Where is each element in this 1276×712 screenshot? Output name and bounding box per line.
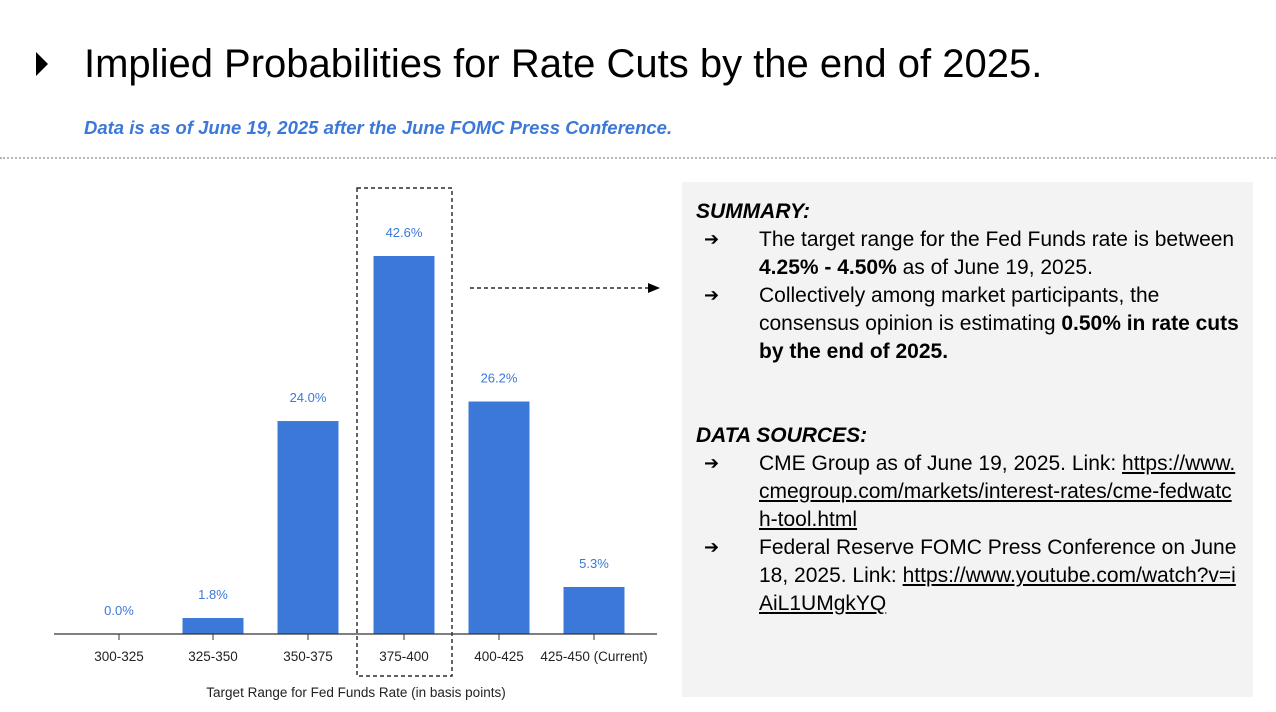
data-sources-heading: DATA SOURCES: <box>696 424 868 447</box>
arrow-right-icon: ➔ <box>704 229 720 250</box>
x-tick-label: 350-375 <box>283 649 333 664</box>
bar <box>182 618 244 634</box>
bar-data-label: 42.6% <box>386 225 423 240</box>
page-subtitle: Data is as of June 19, 2025 after the Ju… <box>84 117 673 138</box>
cme-fedwatch-link[interactable]: https://www.cmegroup.com/markets/interes… <box>759 452 1236 531</box>
bar-data-label: 5.3% <box>579 556 609 571</box>
fomc-youtube-link[interactable]: https://www.youtube.com/watch?v=iAiL1UMg… <box>759 564 1236 615</box>
x-tick-label: 325-350 <box>188 649 238 664</box>
triangle-right-icon <box>36 52 48 76</box>
bar-data-label: 26.2% <box>481 371 518 386</box>
arrow-right-icon: ➔ <box>704 285 720 306</box>
summary-item-consensus: Collectively among market participants, … <box>759 284 1239 363</box>
summary-panel: SUMMARY: ➔ The target range for the Fed … <box>682 182 1253 697</box>
x-axis-title: Target Range for Fed Funds Rate (in basi… <box>206 685 505 700</box>
arrow-right-icon: ➔ <box>704 453 720 474</box>
sources-list: ➔ CME Group as of June 19, 2025. Link: h… <box>696 450 1241 618</box>
arrow-right-icon: ➔ <box>704 537 720 558</box>
list-item: ➔ Federal Reserve FOMC Press Conference … <box>696 534 1241 618</box>
bar-data-label: 0.0% <box>104 603 134 618</box>
page-title: Implied Probabilities for Rate Cuts by t… <box>84 42 1043 86</box>
bar <box>277 421 339 634</box>
summary-heading: SUMMARY: <box>696 200 810 223</box>
summary-item-rate-range: The target range for the Fed Funds rate … <box>759 228 1235 279</box>
bar <box>373 256 435 634</box>
summary-list: ➔ The target range for the Fed Funds rat… <box>696 226 1241 366</box>
bar-data-label: 1.8% <box>198 587 228 602</box>
list-item: ➔ Collectively among market participants… <box>696 282 1241 366</box>
x-tick-label: 400-425 <box>474 649 524 664</box>
bar <box>563 586 625 634</box>
x-tick-label: 425-450 (Current) <box>540 649 647 664</box>
source-item-cme: CME Group as of June 19, 2025. Link: htt… <box>759 452 1236 531</box>
title-row: Implied Probabilities for Rate Cuts by t… <box>36 36 1042 92</box>
x-tick-label: 375-400 <box>379 649 429 664</box>
list-item: ➔ CME Group as of June 19, 2025. Link: h… <box>696 450 1241 534</box>
dotted-divider <box>0 157 1276 159</box>
x-tick-label: 300-325 <box>94 649 144 664</box>
bar <box>468 401 530 634</box>
list-item: ➔ The target range for the Fed Funds rat… <box>696 226 1241 282</box>
bar-chart: 0.0% 300-325 1.8% 325-350 24.0% 350-375 42.6% 3… <box>54 187 660 700</box>
highlight-box <box>356 187 453 677</box>
source-item-fomc: Federal Reserve FOMC Press Conference on… <box>759 536 1237 615</box>
pointer-arrowhead-icon <box>648 283 660 293</box>
bar-data-label: 24.0% <box>290 390 327 405</box>
